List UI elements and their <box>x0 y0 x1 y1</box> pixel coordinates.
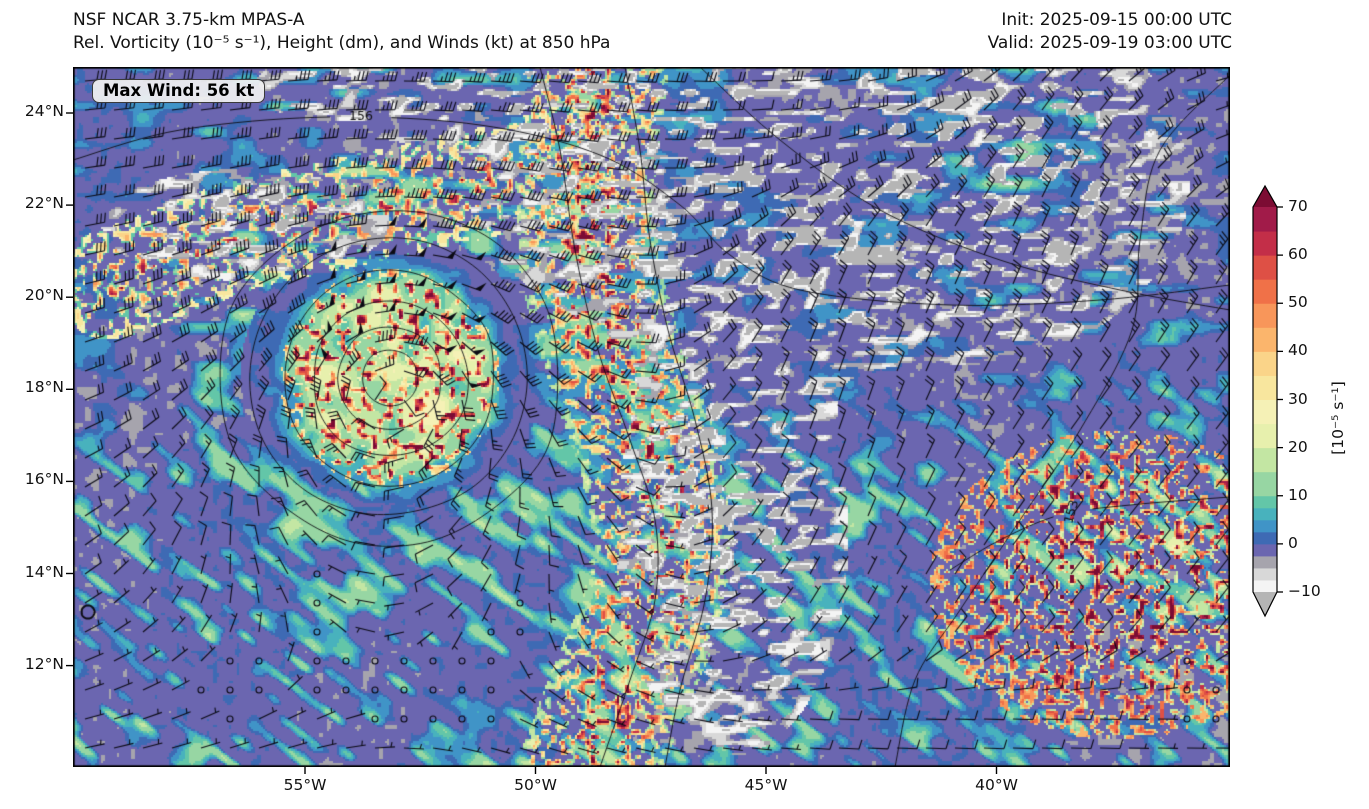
x-tick-label: 40°W <box>975 776 1018 794</box>
colorbar-segment <box>1253 207 1277 232</box>
colorbar-segment <box>1253 567 1277 581</box>
colorbar-tick-label: 50 <box>1288 293 1308 312</box>
colorbar-segment <box>1253 303 1277 328</box>
colorbar-segment <box>1253 423 1277 449</box>
x-tick-label: 45°W <box>744 776 788 794</box>
title-block: NSF NCAR 3.75-km MPAS-A Rel. Vorticity (… <box>73 9 610 55</box>
x-tick-label: 50°W <box>514 776 557 794</box>
y-tick-label: 16°N <box>24 470 64 489</box>
colorbar-segment <box>1253 327 1277 352</box>
plot-subtitle: Rel. Vorticity (10⁻⁵ s⁻¹), Height (dm), … <box>73 33 611 53</box>
colorbar-under-arrow <box>1253 592 1277 616</box>
colorbar-over-arrow <box>1253 186 1277 207</box>
colorbar-tick-label: −10 <box>1288 582 1321 600</box>
colorbar-segment <box>1253 471 1277 497</box>
colorbar-tick-label: 30 <box>1288 389 1308 408</box>
colorbar-segment <box>1253 495 1277 509</box>
colorbar-segment <box>1253 255 1277 280</box>
y-tick-label: 20°N <box>24 286 64 305</box>
colorbar-tick-label: 20 <box>1288 437 1308 456</box>
y-tick-label: 18°N <box>24 378 64 397</box>
colorbar-tick-label: 10 <box>1288 485 1308 504</box>
colorbar-tick-label: 70 <box>1288 197 1308 215</box>
colorbar-segment <box>1253 399 1277 425</box>
colorbar-tick-label: 60 <box>1288 245 1308 264</box>
y-tick-label: 14°N <box>24 562 64 581</box>
colorbar-segment <box>1253 519 1277 533</box>
colorbar-unit-label: [10⁻⁵ s⁻¹] <box>1329 381 1347 455</box>
max-wind-annotation: Max Wind: 56 kt <box>92 79 266 103</box>
valid-time: Valid: 2025-09-19 03:00 UTC <box>987 33 1232 53</box>
colorbar-segment <box>1253 531 1277 545</box>
plot-title: NSF NCAR 3.75-km MPAS-A <box>73 10 305 30</box>
colorbar-segment <box>1253 555 1277 569</box>
colorbar-segment <box>1253 447 1277 473</box>
time-block: Init: 2025-09-15 00:00 UTC Valid: 2025-0… <box>988 9 1232 55</box>
colorbar-tick-label: 0 <box>1288 533 1298 552</box>
colorbar-segment <box>1253 231 1277 256</box>
init-time: Init: 2025-09-15 00:00 UTC <box>1001 10 1232 30</box>
colorbar-segment <box>1253 543 1277 557</box>
colorbar-segment <box>1253 351 1277 376</box>
x-tick-label: 55°W <box>283 776 327 794</box>
colorbar-segment <box>1253 279 1277 304</box>
y-tick-label: 12°N <box>24 654 64 673</box>
y-tick-label: 24°N <box>24 102 64 120</box>
colorbar-segment <box>1253 375 1277 400</box>
colorbar-segment <box>1253 579 1277 593</box>
colorbar-segment <box>1253 507 1277 521</box>
map-canvas <box>73 67 1230 767</box>
y-tick-label: 22°N <box>24 194 64 213</box>
colorbar-tick-label: 40 <box>1288 341 1308 360</box>
colorbar-outline <box>1252 184 1278 618</box>
